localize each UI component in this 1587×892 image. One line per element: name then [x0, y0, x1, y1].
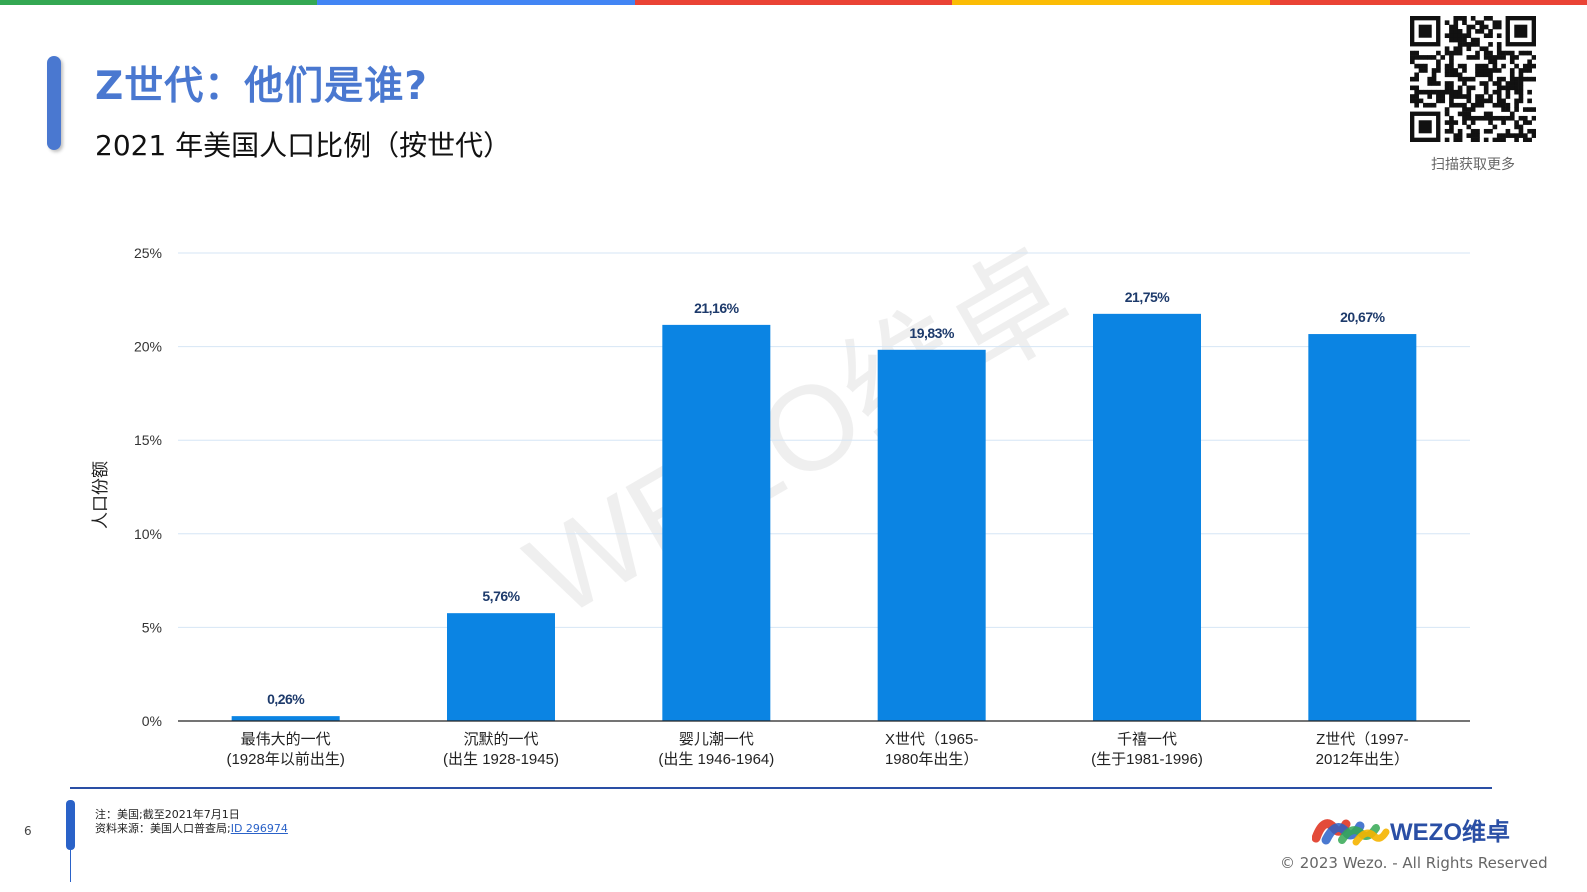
x-tick-label: 最伟大的一代 — [241, 731, 331, 748]
source-prefix: 资料来源：美国人口普查局; — [95, 822, 231, 835]
data-label: 0,26% — [267, 691, 305, 707]
footer-divider — [70, 787, 1492, 789]
page-number: 6 — [24, 824, 32, 838]
page-title: Z世代：他们是谁? — [95, 64, 428, 109]
y-tick-label: 5% — [142, 619, 162, 635]
copyright: © 2023 Wezo. - All Rights Reserved — [1280, 854, 1548, 872]
bar — [231, 716, 340, 721]
x-tick-label: X世代（1965- — [885, 731, 978, 748]
x-tick-label: 千禧一代 — [1117, 731, 1177, 748]
data-label: 21,75% — [1125, 289, 1171, 305]
footer-thin-line — [70, 850, 71, 882]
footer-source: 资料来源：美国人口普查局;ID 296974 — [95, 822, 288, 836]
qr-caption: 扫描获取更多 — [1431, 157, 1515, 173]
title-accent-bar — [47, 56, 61, 150]
x-tick-label: (出生 1928-1945) — [443, 751, 559, 768]
x-tick-label: (1928年以前出生) — [226, 751, 344, 768]
x-tick-label: 沉默的一代 — [463, 731, 538, 748]
watermark: WEZO维卓 — [506, 226, 1093, 642]
x-tick-label: 2012年出生） — [1316, 751, 1409, 768]
page-subtitle: 2021 年美国人口比例（按世代） — [95, 129, 512, 162]
x-tick-label: (生于1981-1996) — [1091, 751, 1203, 768]
footer-accent-bar — [66, 800, 75, 850]
data-label: 5,76% — [482, 588, 520, 604]
y-tick-label: 10% — [134, 526, 162, 542]
stripe-segment-1 — [0, 0, 318, 5]
y-tick-label: 20% — [134, 339, 162, 355]
data-label: 19,83% — [909, 325, 955, 341]
stripe-segment-4 — [952, 0, 1270, 5]
stripe-segment-5 — [1269, 0, 1587, 5]
y-tick-label: 15% — [134, 432, 162, 448]
stripe-segment-2 — [317, 0, 635, 5]
bar — [447, 613, 555, 721]
bar — [1093, 313, 1201, 721]
bar — [662, 324, 771, 721]
logo-text: WEZO维卓 — [1390, 818, 1510, 846]
stripe-segment-3 — [634, 0, 953, 5]
x-tick-label: (出生 1946-1964) — [658, 751, 774, 768]
y-axis-label: 人口份额 — [91, 461, 110, 529]
bar — [1308, 334, 1417, 721]
bar — [877, 349, 986, 721]
footer-note: 注：美国;截至2021年7月1日 — [95, 808, 240, 821]
color-stripe — [0, 0, 1587, 5]
x-tick-label: Z世代（1997- — [1316, 731, 1409, 748]
footer-notes: 注：美国;截至2021年7月1日 资料来源：美国人口普查局;ID 296974 — [95, 808, 288, 836]
qr-code — [1410, 16, 1536, 142]
y-tick-label: 25% — [134, 245, 162, 261]
wezo-logo: WEZO维卓 — [1312, 818, 1510, 846]
data-label: 21,16% — [694, 300, 740, 316]
data-label: 20,67% — [1340, 309, 1386, 325]
y-tick-label: 0% — [142, 713, 162, 729]
x-tick-label: 婴儿潮一代 — [679, 731, 754, 748]
source-link[interactable]: ID 296974 — [230, 822, 288, 835]
x-tick-label: 1980年出生） — [885, 751, 978, 768]
